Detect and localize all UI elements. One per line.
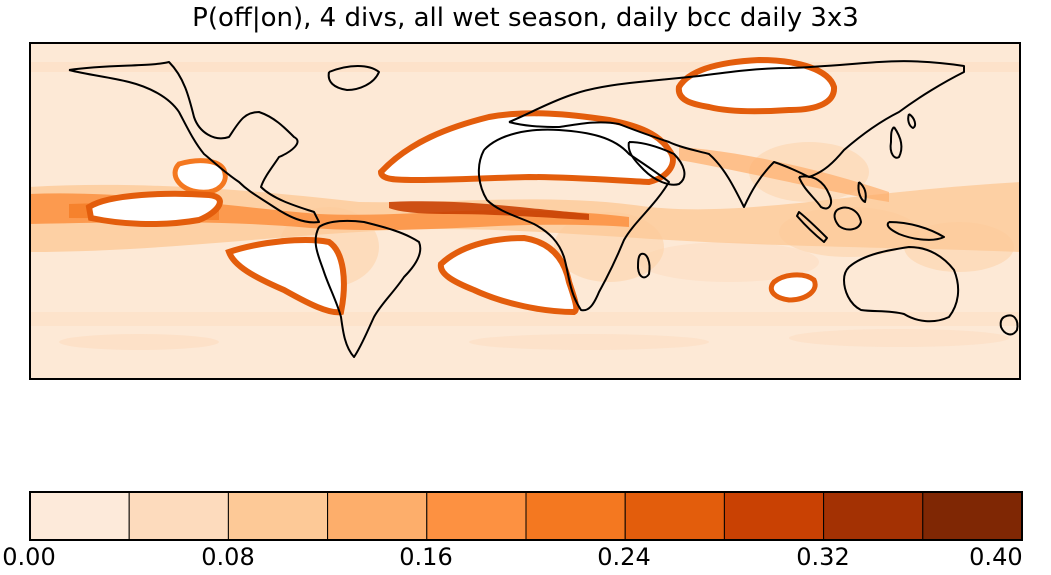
colorbar-segment-1 [128,491,229,541]
colorbar-tick-4: 0.32 [796,543,850,571]
madagascar-outline [637,252,651,279]
eurasia-outline [508,60,965,208]
colorbar-segment-3 [327,491,428,541]
arabia-outline [627,141,686,186]
colorbar-segment-7 [723,491,825,541]
colorbar-segment-2 [227,491,329,541]
colorbar-segment-9 [922,491,1023,541]
colorbar-tick-1: 0.08 [201,543,255,571]
colorbar-tick-2: 0.16 [399,543,453,571]
africa-outline [477,128,670,312]
map-panel [29,42,1021,380]
australia-outline [843,246,960,323]
colorbar-tick-0: 0.00 [2,543,56,571]
new-guinea-outline [886,221,945,241]
colorbar-segment-6 [624,491,725,541]
japan-island-outline [907,113,917,129]
sumatra-outline [796,211,828,243]
borneo-outline [833,206,862,231]
masked-regions [85,56,837,316]
japan-outline [889,126,903,159]
colorbar [29,491,1023,541]
map-title: P(off|on), 4 divs, all wet season, daily… [192,3,859,33]
coastlines [68,60,1019,358]
philippines-outline [857,181,867,203]
colorbar-segment-5 [525,491,626,541]
indochina-outline [798,175,832,210]
colorbar-frame [29,491,1023,541]
colorbar-tick-3: 0.24 [597,543,651,571]
map-frame [29,42,1021,380]
colorbar-tick-5: 0.40 [969,543,1023,571]
greenland-outline [327,65,380,91]
north-america-outline [68,61,320,224]
south-america-outline [314,219,422,358]
colorbar-segment-0 [29,491,130,541]
colorbar-segment-8 [823,491,924,541]
colorbar-segment-4 [426,491,527,541]
colorbar-ticks: 0.00 0.08 0.16 0.24 0.32 0.40 [0,542,1051,574]
new-zealand-outline [999,314,1019,336]
